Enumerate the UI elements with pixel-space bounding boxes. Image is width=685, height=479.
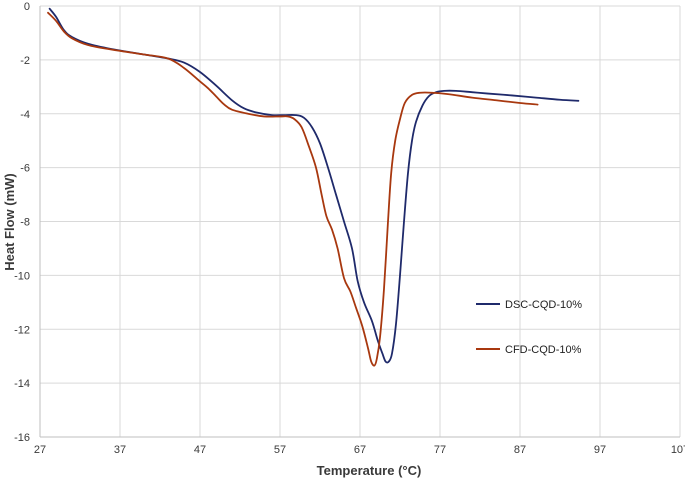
x-tick-label: 67	[354, 444, 366, 456]
legend: DSC-CQD-10% CFD-CQD-10%	[476, 299, 582, 356]
x-tick-label: 37	[114, 444, 126, 456]
x-tick-label: 27	[34, 444, 46, 456]
axes	[39, 6, 680, 438]
y-tick-label: -14	[14, 378, 30, 390]
y-tick-label: -6	[20, 163, 30, 175]
y-axis-title: Heat Flow (mW)	[2, 173, 17, 271]
series-line-2	[47, 11, 539, 367]
legend-label: CFD-CQD-10%	[505, 344, 582, 356]
x-tick-label: 97	[594, 444, 606, 456]
legend-label: DSC-CQD-10%	[505, 299, 582, 311]
y-tick-label: -4	[20, 109, 30, 121]
x-tick-label: 87	[514, 444, 526, 456]
series-lines	[47, 7, 580, 367]
series-line-1	[48, 7, 580, 364]
y-tick-label: -2	[20, 55, 30, 67]
y-tick-label: -16	[14, 432, 30, 444]
x-axis-title: Temperature (°C)	[317, 463, 422, 478]
gridlines	[39, 5, 681, 438]
x-tick-label: 77	[434, 444, 446, 456]
y-tick-label: 0	[24, 1, 30, 13]
tick-labels: 27 37 47 57 67 77 87 97 107 0 -2 -4 -6 -8 -10 -12 -14 -16	[14, 1, 685, 456]
x-tick-label: 57	[274, 444, 286, 456]
x-tick-label: 47	[194, 444, 206, 456]
y-tick-label: -8	[20, 217, 30, 229]
y-tick-label: -12	[14, 324, 30, 336]
x-tick-label: 107	[671, 444, 685, 456]
y-tick-label: -10	[14, 270, 30, 282]
